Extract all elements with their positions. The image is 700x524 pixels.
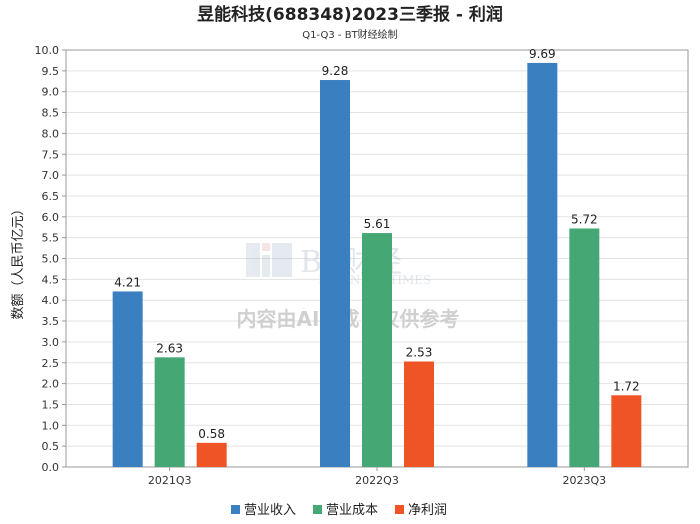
- legend-swatch: [313, 505, 322, 514]
- y-tick-label: 7.5: [42, 148, 60, 161]
- bar: [196, 442, 227, 467]
- y-tick-label: 1.0: [42, 419, 60, 432]
- bar-value-label: 2.53: [406, 345, 433, 359]
- y-tick-label: 2.0: [42, 378, 60, 391]
- bar: [611, 395, 642, 467]
- y-tick-label: 8.5: [42, 107, 60, 120]
- y-tick-label: 6.0: [42, 211, 60, 224]
- y-tick-label: 7.0: [42, 169, 60, 182]
- bar: [527, 62, 558, 467]
- bar-value-label: 2.63: [156, 341, 183, 355]
- bar-value-label: 9.28: [322, 64, 349, 78]
- bars: [112, 62, 642, 468]
- bar-value-label: 5.72: [571, 212, 598, 226]
- x-tick-label: 2021Q3: [148, 474, 192, 487]
- y-tick-label: 3.0: [42, 336, 60, 349]
- bar: [154, 357, 185, 467]
- y-tick-label: 0.5: [42, 440, 60, 453]
- axes: 0.0 0.5 1.0 1.5 2.0 2.5 3.0 3.5 4.0 4.5 5.0 5.5 6.0 6…: [35, 44, 689, 487]
- legend-swatch: [231, 505, 240, 514]
- bar: [112, 291, 143, 467]
- legend-label: 净利润: [408, 503, 447, 518]
- legend-label: 营业收入: [244, 503, 296, 518]
- x-tick-label: 2022Q3: [355, 474, 399, 487]
- y-axis-label: 数额（人民币亿元）: [11, 202, 26, 319]
- chart-subtitle: Q1-Q3 - BT财经绘制: [302, 28, 397, 41]
- y-tick-label: 9.5: [42, 65, 60, 78]
- bar-value-label: 9.69: [529, 47, 556, 61]
- y-tick-label: 4.5: [42, 273, 60, 286]
- bar-value-label: 1.72: [613, 379, 640, 393]
- y-tick-label: 5.0: [42, 253, 60, 266]
- y-tick-label: 0.0: [42, 461, 60, 474]
- data-labels: 4.21 2.63 0.58 9.28 5.61 2.53 9.69 5.72 1.72: [114, 47, 639, 441]
- bar: [362, 233, 392, 467]
- bar-value-label: 4.21: [114, 275, 141, 289]
- bt-logo-icon: [246, 243, 292, 277]
- y-tick-label: 10.0: [35, 44, 60, 57]
- bar-value-label: 0.58: [198, 427, 225, 441]
- legend: 营业收入 营业成本 净利润: [231, 503, 447, 518]
- y-tick-label: 6.5: [42, 190, 60, 203]
- x-tick-label: 2023Q3: [563, 474, 607, 487]
- y-tick-label: 5.5: [42, 232, 60, 245]
- bar: [404, 361, 434, 467]
- bar-value-label: 5.61: [364, 217, 391, 231]
- y-tick-label: 1.5: [42, 398, 60, 411]
- legend-swatch: [395, 505, 404, 514]
- y-tick-label: 2.5: [42, 357, 60, 370]
- y-tick-label: 8.0: [42, 127, 60, 140]
- y-tick-label: 3.5: [42, 315, 60, 328]
- chart-title: 昱能科技(688348)2023三季报 - 利润: [197, 4, 503, 25]
- gridlines: [66, 49, 688, 447]
- legend-label: 营业成本: [326, 503, 378, 518]
- bar: [320, 80, 350, 468]
- y-tick-label: 4.0: [42, 294, 60, 307]
- y-tick-label: 9.0: [42, 86, 60, 99]
- bar: [569, 228, 600, 467]
